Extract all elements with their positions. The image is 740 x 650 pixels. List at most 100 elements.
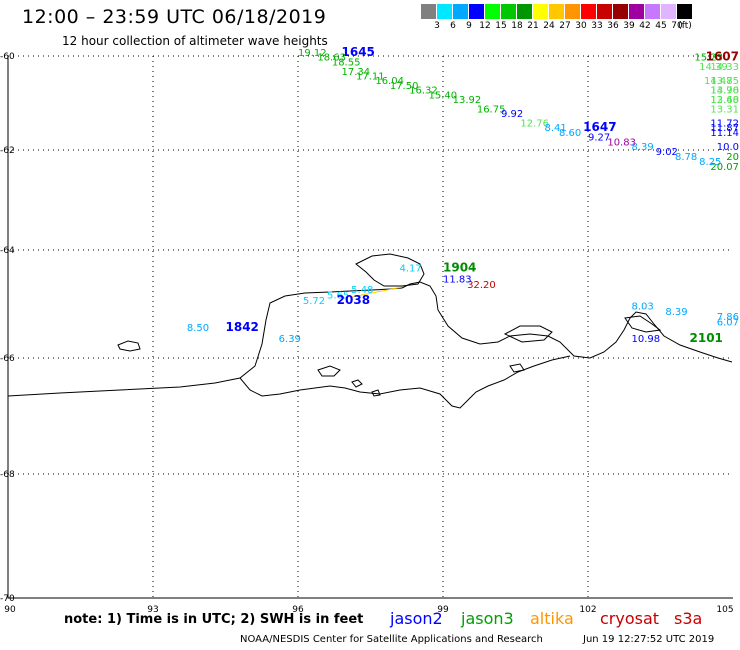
coastline-main: [7, 281, 733, 397]
satellite-cryosat: cryosat: [600, 609, 660, 628]
wave-height-label: 9.92: [501, 109, 523, 120]
island-east: [624, 315, 662, 333]
legend-label: 6: [450, 21, 456, 31]
legend-swatch: [661, 4, 677, 19]
page-title: 12:00 – 23:59 UTC 06/18/2019: [22, 6, 327, 28]
legend-color-bar: [421, 4, 693, 19]
wave-height-label: 19.12: [298, 48, 327, 59]
wave-height-label: 18.63: [317, 53, 346, 64]
wave-height-label: 10.83: [607, 137, 636, 148]
legend-swatch: [581, 4, 597, 19]
satellite-jason3: jason3: [461, 609, 514, 628]
wave-height-label: 5.72: [303, 296, 325, 307]
wave-height-label: 14.70: [710, 86, 739, 97]
pass-time-label: 1607: [706, 50, 739, 64]
legend-swatch: [597, 4, 613, 19]
small-island-1: [317, 365, 341, 377]
pass-time-label: 2101: [690, 331, 723, 345]
wave-height-label: 17.34: [342, 67, 371, 78]
latitude-tick-label: -60: [0, 52, 15, 62]
legend-label: 33: [591, 21, 603, 31]
wave-height-label: 20.07: [710, 162, 739, 173]
altika-track-segment: [351, 286, 403, 298]
wave-height-label: 8.41: [545, 123, 567, 134]
legend-swatch: [645, 4, 661, 19]
legend-swatch: [517, 4, 533, 19]
wave-height-label: 7.86: [717, 312, 739, 323]
island-bay: [503, 325, 553, 343]
latitude-tick-label: -62: [0, 146, 15, 156]
observation-labels: 19.12 164518.6318.5517.3417.1116.0417.501…: [187, 45, 739, 345]
legend-label: 39: [623, 21, 635, 31]
generated-timestamp: Jun 19 12:27:52 UTC 2019: [583, 634, 715, 645]
legend-swatch: [421, 4, 437, 19]
legend-label: 9: [466, 21, 472, 31]
satellite-s3a: s3a: [674, 609, 703, 628]
pass-time-label: 1647: [583, 120, 616, 134]
wave-height-label: 11.83: [443, 274, 472, 285]
wave-height-label: 9.02: [656, 147, 678, 158]
wave-height-label: 8.25: [699, 157, 721, 168]
wave-height-legend: 3 6 9 12 15 18 21 24 27 30 33 36 39 42 45 70 (ft): [421, 4, 693, 31]
legend-swatch: [533, 4, 549, 19]
wave-height-label: 17.50: [390, 81, 419, 92]
ice-shelf-island: [355, 253, 425, 287]
small-island-3: [371, 389, 381, 397]
wave-height-label: 11.14: [710, 128, 739, 139]
legend-label: 30: [575, 21, 587, 31]
legend-label: 27: [559, 21, 571, 31]
wave-height-label: 14.48: [704, 76, 733, 87]
longitude-tick-label: 96: [292, 605, 304, 615]
wave-height-label: 5.48: [351, 285, 373, 296]
latitude-tick-label: -66: [0, 354, 15, 364]
legend-swatch: [629, 4, 645, 19]
legend-label: 18: [511, 21, 523, 31]
wave-height-label: 20: [726, 152, 739, 163]
legend-label: 42: [639, 21, 651, 31]
wave-height-label: 11.72: [710, 119, 739, 130]
antarctic-coastline: [7, 253, 733, 409]
legend-label: 24: [543, 21, 555, 31]
wave-height-label: 8.78: [675, 152, 697, 163]
wave-height-label: 12.48: [710, 95, 739, 106]
wave-height-label: 18.55: [332, 57, 361, 68]
wave-height-label: 6.07: [717, 318, 739, 329]
wave-height-label: 13.60: [710, 95, 739, 106]
wave-height-label: 15.40: [429, 90, 458, 101]
legend-swatch: [485, 4, 501, 19]
legend-label: 36: [607, 21, 619, 31]
legend-label: 12: [479, 21, 491, 31]
wave-height-label: 16.32: [409, 86, 438, 97]
legend-swatch: [453, 4, 469, 19]
legend-labels: 3 6 9 12 15 18 21 24 27 30 33 36 39 42 45 70 (ft): [421, 19, 693, 31]
wave-height-label: 32.20: [467, 280, 496, 291]
satellite-jason2: jason2: [390, 609, 443, 628]
small-island-4: [509, 363, 525, 373]
wave-height-label: 12.76: [520, 119, 549, 130]
wave-height-label: 14.33: [710, 62, 739, 73]
latitude-tick-label: -70: [0, 594, 15, 604]
pass-time-label: 2038: [337, 293, 370, 307]
legend-swatch: [613, 4, 629, 19]
coastline-lower: [239, 355, 571, 409]
longitude-tick-label: 99: [437, 605, 449, 615]
pass-time-label: 1645: [342, 45, 375, 59]
page-subtitle: 12 hour collection of altimeter wave hei…: [62, 34, 328, 48]
wave-height-label: 13.31: [710, 104, 739, 115]
wave-height-label: 11.87: [710, 123, 739, 134]
legend-swatch: [677, 4, 693, 19]
wave-height-label: 8.50: [187, 323, 209, 334]
pass-time-label: 1904: [443, 261, 476, 275]
wave-height-label: 8.60: [559, 128, 581, 139]
wave-height-label: 13.75: [710, 76, 739, 87]
wave-height-label: 15.23: [694, 53, 723, 64]
latitude-tick-label: -68: [0, 470, 15, 480]
legend-label: 21: [527, 21, 539, 31]
wave-height-label: 5.65: [327, 291, 349, 302]
legend-swatch: [565, 4, 581, 19]
wave-height-label: 8.39: [665, 307, 687, 318]
wave-height-label: 9.27: [588, 133, 610, 144]
wave-height-label: 6.39: [279, 334, 301, 345]
